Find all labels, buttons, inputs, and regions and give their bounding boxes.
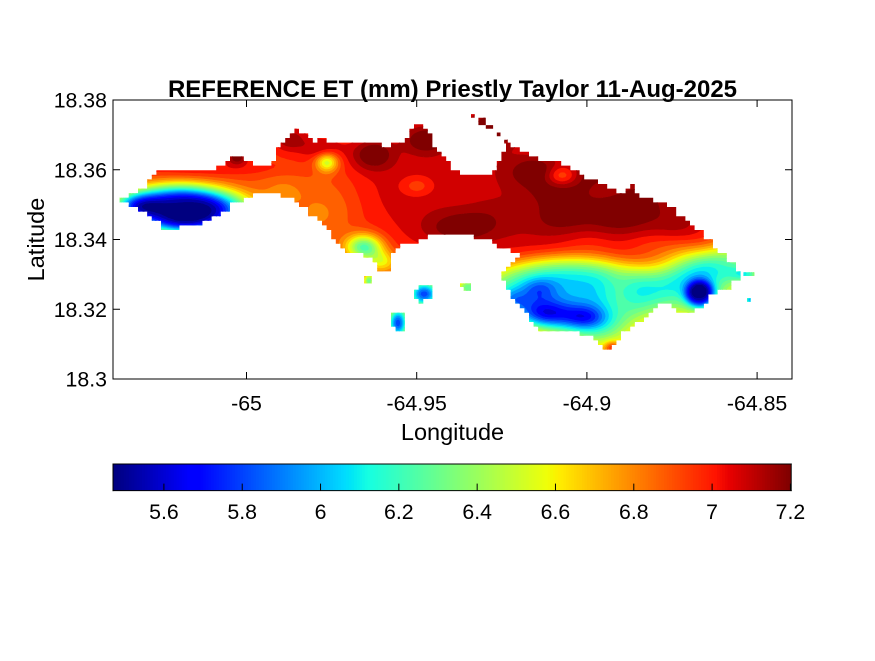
svg-text:Latitude: Latitude — [23, 198, 49, 282]
svg-text:6.6: 6.6 — [541, 500, 571, 524]
svg-text:-64.85: -64.85 — [727, 391, 787, 415]
svg-text:5.6: 5.6 — [149, 500, 179, 524]
svg-text:18.32: 18.32 — [54, 298, 107, 322]
svg-text:6.8: 6.8 — [619, 500, 649, 524]
svg-text:18.36: 18.36 — [54, 158, 107, 182]
svg-text:Longitude: Longitude — [401, 419, 504, 445]
svg-text:18.34: 18.34 — [54, 228, 107, 252]
svg-text:-64.95: -64.95 — [387, 391, 447, 415]
svg-text:18.38: 18.38 — [54, 89, 107, 113]
svg-text:-65: -65 — [231, 391, 262, 415]
svg-text:-64.9: -64.9 — [563, 391, 612, 415]
svg-text:18.3: 18.3 — [66, 368, 107, 392]
svg-text:5.8: 5.8 — [227, 500, 257, 524]
svg-text:6.2: 6.2 — [384, 500, 414, 524]
svg-text:6: 6 — [315, 500, 327, 524]
svg-text:7.2: 7.2 — [776, 500, 806, 524]
svg-text:6.4: 6.4 — [462, 500, 492, 524]
svg-text:7: 7 — [706, 500, 718, 524]
svg-text:REFERENCE ET (mm) Priestly Tay: REFERENCE ET (mm) Priestly Taylor 11-Aug… — [168, 76, 737, 103]
